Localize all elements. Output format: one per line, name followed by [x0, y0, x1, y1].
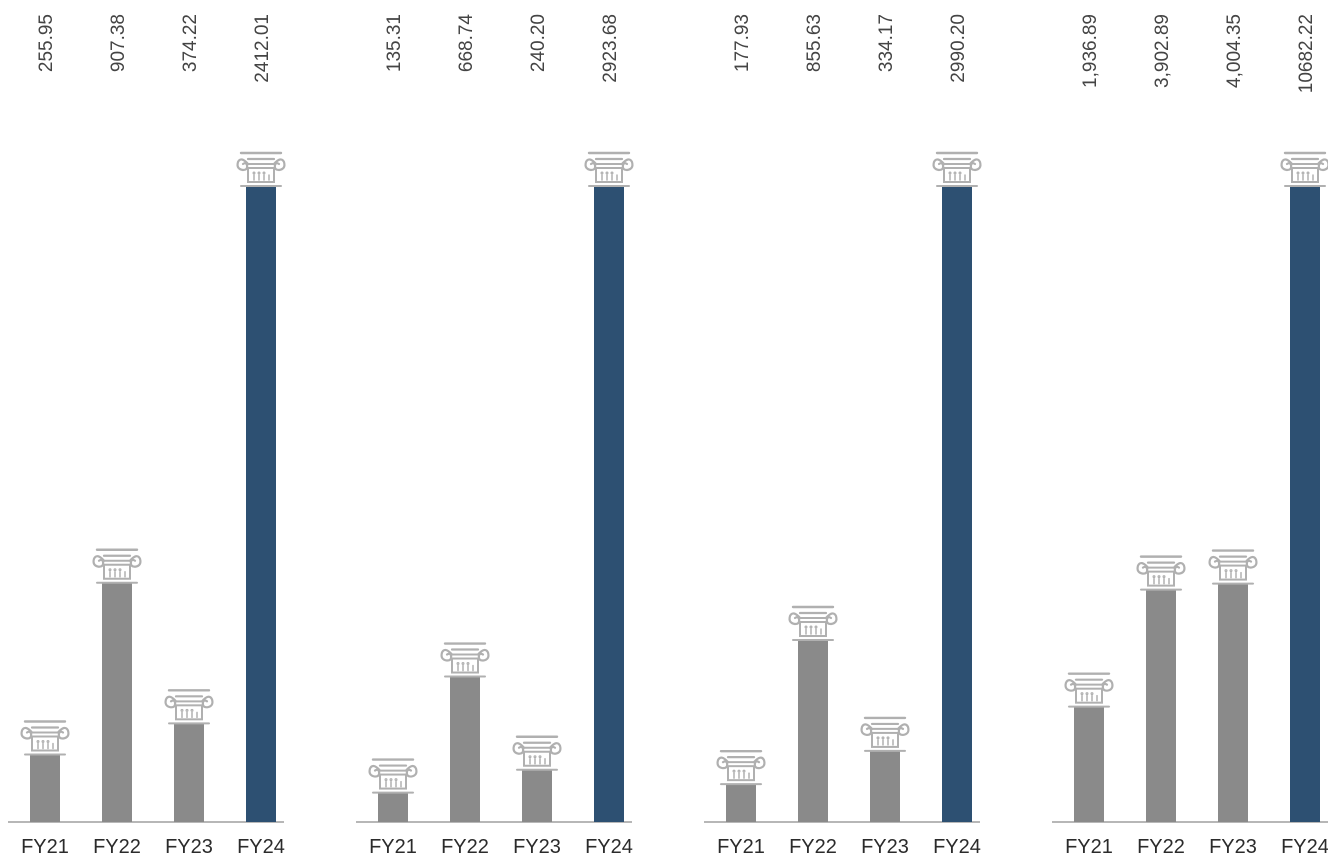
value-label: 907.38 — [108, 14, 129, 72]
value-label: 135.31 — [384, 14, 405, 72]
chart-panel-1: 255.95 FY21 907.38 FY22 374.22 FY23 2412.01 FY2… — [8, 14, 286, 858]
value-label: 177.93 — [732, 14, 753, 72]
ionic-capital-icon — [164, 689, 214, 725]
value-label: 2923.68 — [600, 14, 621, 83]
chart-panel-3: 177.93 FY21 855.63 FY22 334.17 FY23 2990.20 FY2… — [704, 14, 982, 858]
category-label: FY24 — [585, 836, 633, 858]
category-label: FY24 — [237, 836, 285, 858]
ionic-capital-icon — [440, 642, 490, 678]
category-label: FY21 — [717, 836, 765, 858]
value-label: 240.20 — [528, 14, 549, 72]
chart-panel-2: 135.31 FY21 668.74 FY22 240.20 FY23 2923.68 FY2… — [356, 14, 634, 858]
ionic-capital-icon — [368, 758, 418, 794]
bar-fy21 — [726, 784, 756, 822]
ionic-capital-icon — [932, 151, 982, 188]
category-label: FY23 — [513, 836, 561, 858]
bar-fy23 — [174, 723, 204, 822]
value-label: 2412.01 — [252, 14, 273, 83]
bar-fy21 — [1074, 706, 1104, 822]
bar-fy23 — [522, 769, 552, 822]
category-label: FY24 — [1281, 836, 1328, 858]
bar-fy23 — [1218, 583, 1248, 822]
bar-fy22 — [450, 676, 480, 822]
category-label: FY22 — [93, 836, 141, 858]
ionic-capital-icon — [1064, 672, 1114, 708]
bar-fy21 — [378, 792, 408, 822]
bar-fy24 — [1290, 186, 1320, 822]
ionic-capital-icon — [1136, 555, 1186, 591]
category-label: FY23 — [165, 836, 213, 858]
value-label: 1,936.89 — [1080, 14, 1101, 88]
category-label: FY21 — [21, 836, 69, 858]
category-label: FY22 — [441, 836, 489, 858]
ionic-capital-icon — [1208, 549, 1258, 585]
ionic-capital-icon — [584, 151, 634, 188]
value-label: 855.63 — [804, 14, 825, 72]
value-label: 334.17 — [876, 14, 897, 72]
bar-fy21 — [30, 754, 60, 822]
category-label: FY22 — [789, 836, 837, 858]
category-label: FY21 — [369, 836, 417, 858]
bar-fy24 — [594, 186, 624, 822]
bar-fy22 — [102, 582, 132, 822]
ionic-capital-icon — [1280, 151, 1328, 188]
bar-fy22 — [1146, 589, 1176, 822]
category-label: FY24 — [933, 836, 981, 858]
category-label: FY23 — [1209, 836, 1257, 858]
chart-panel-4: 1,936.89 FY21 3,902.89 FY22 4,004.35 FY23 1068… — [1052, 14, 1328, 858]
bar-fy22 — [798, 640, 828, 822]
value-label: 255.95 — [36, 14, 57, 72]
ionic-capital-icon — [512, 735, 562, 771]
category-label: FY23 — [861, 836, 909, 858]
bar-fy24 — [246, 186, 276, 822]
ionic-capital-icon — [716, 749, 766, 786]
bar-fy23 — [870, 750, 900, 822]
bar-fy24 — [942, 186, 972, 822]
value-label: 374.22 — [180, 14, 201, 72]
ionic-capital-icon — [92, 548, 142, 584]
ionic-capital-icon — [860, 716, 910, 753]
ionic-capital-icon — [20, 720, 70, 756]
value-label: 668.74 — [456, 14, 477, 73]
value-label: 2990.20 — [948, 14, 969, 83]
ionic-capital-icon — [236, 151, 286, 188]
value-label: 4,004.35 — [1224, 14, 1245, 88]
category-label: FY22 — [1137, 836, 1185, 858]
ionic-capital-icon — [788, 605, 838, 642]
value-label: 3,902.89 — [1152, 14, 1173, 88]
category-label: FY21 — [1065, 836, 1113, 858]
value-label: 10682.22 — [1296, 14, 1317, 93]
